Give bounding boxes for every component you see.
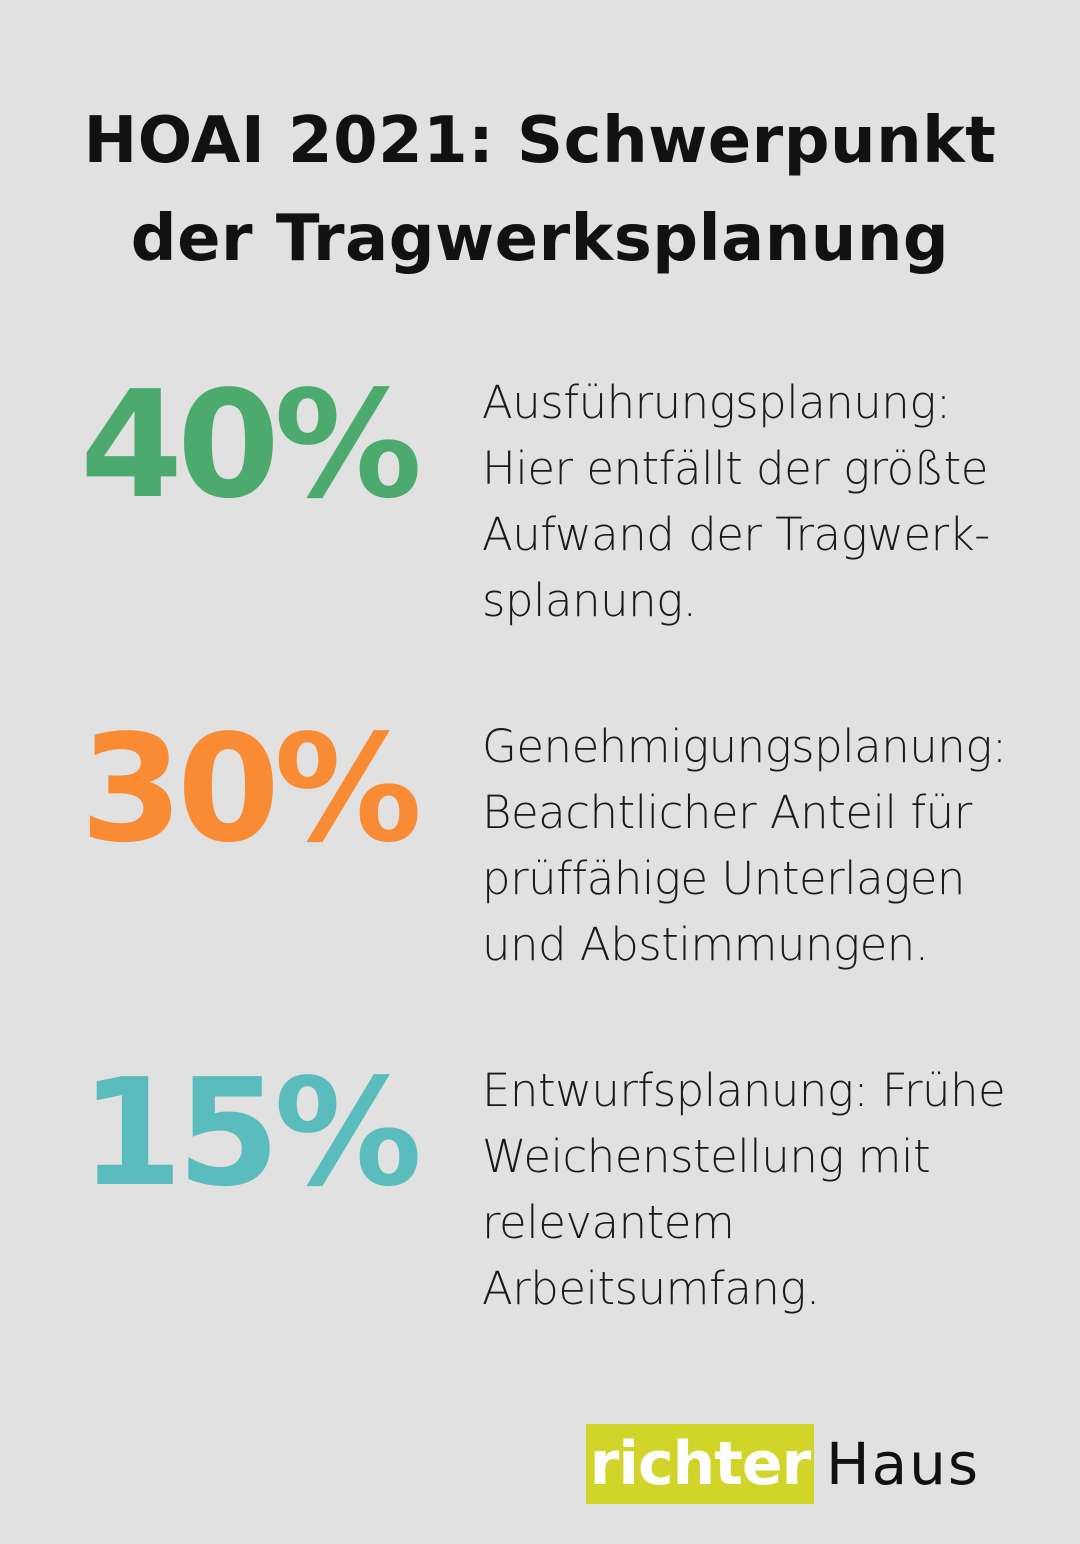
stat-description: Entwurfsplanung: Frühe Weichenstellung m…: [482, 1058, 1042, 1322]
description-line: splanung.: [482, 574, 697, 627]
page-title: HOAI 2021: Schwerpunkt der Tragwerksplan…: [0, 92, 1080, 288]
description-line: Hier entfällt der größte: [482, 442, 988, 495]
description-line: Arbeitsumfang.: [482, 1262, 820, 1315]
richterhaus-logo: richter Haus: [586, 1424, 980, 1504]
title-line-1: HOAI 2021: Schwerpunkt: [83, 104, 997, 178]
description-line: Genehmigungsplanung:: [482, 720, 1007, 773]
description-line: relevantem: [482, 1196, 735, 1249]
description-line: Aufwand der Tragwerk-: [482, 508, 990, 561]
description-line: Ausführungsplanung:: [482, 376, 951, 429]
stat-description: Genehmigungsplanung: Beachtlicher Anteil…: [482, 714, 1042, 978]
logo-richter: richter: [586, 1424, 814, 1504]
description-line: Weichenstellung mit: [482, 1130, 931, 1183]
description-line: prüffähige Unterlagen: [482, 852, 965, 905]
description-line: und Abstimmungen.: [482, 918, 929, 971]
percent-value: 30%: [80, 703, 422, 875]
logo-haus: Haus: [826, 1430, 981, 1498]
stat-description: Ausführungsplanung: Hier entfällt der gr…: [482, 370, 1042, 634]
description-line: Entwurfsplanung: Frühe: [482, 1064, 1006, 1117]
percent-value: 15%: [80, 1047, 422, 1219]
description-line: Beachtlicher Anteil für: [482, 786, 972, 839]
title-line-2: der Tragwerksplanung: [130, 202, 950, 276]
percent-value: 40%: [80, 359, 422, 531]
